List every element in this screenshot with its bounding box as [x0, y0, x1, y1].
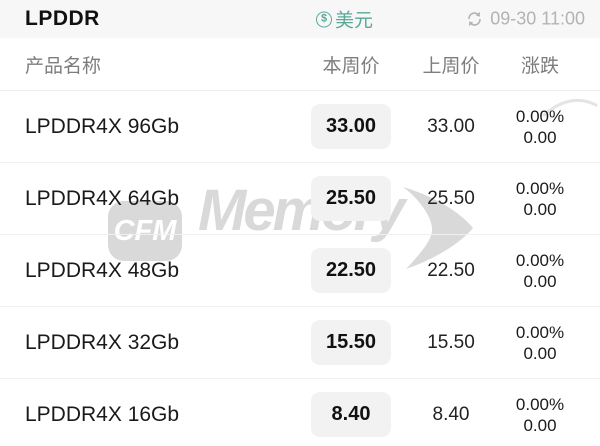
- currency-selector[interactable]: $ 美元: [316, 6, 373, 33]
- product-name: LPDDR4X 32Gb: [25, 330, 180, 354]
- this-week-price: 33.00: [311, 104, 391, 149]
- column-header-product: 产品名称: [25, 55, 102, 77]
- last-week-price: 25.50: [427, 187, 475, 209]
- table-row[interactable]: LPDDR4X 96Gb 33.00 33.00 0.00% 0.00: [0, 91, 600, 163]
- change-percent: 0.00%: [515, 106, 565, 126]
- this-week-price: 8.40: [311, 392, 391, 437]
- table-header-row: 产品名称 本周价 上周价 涨跌: [0, 38, 600, 91]
- change-value: 0.00: [523, 271, 557, 291]
- change-value: 0.00: [523, 343, 557, 363]
- page-title: LPDDR: [25, 7, 100, 30]
- dollar-coin-icon: $: [316, 11, 332, 27]
- change-value: 0.00: [523, 199, 557, 219]
- this-week-price: 15.50: [311, 320, 391, 365]
- currency-label: 美元: [335, 10, 374, 32]
- last-week-price: 15.50: [427, 331, 475, 353]
- change-percent: 0.00%: [515, 322, 565, 342]
- product-name: LPDDR4X 16Gb: [25, 402, 180, 426]
- last-week-price: 22.50: [427, 259, 475, 281]
- change-value: 0.00: [523, 127, 557, 147]
- change-cell: 0.00% 0.00: [490, 394, 590, 436]
- header-bar: LPDDR $ 美元 09-30 11:00: [0, 0, 600, 38]
- column-header-last-week: 上周价: [422, 55, 480, 77]
- change-percent: 0.00%: [515, 394, 565, 414]
- change-cell: 0.00% 0.00: [490, 178, 590, 220]
- last-week-price: 8.40: [432, 403, 470, 425]
- change-cell: 0.00% 0.00: [490, 250, 590, 292]
- table-row[interactable]: LPDDR4X 64Gb 25.50 25.50 0.00% 0.00: [0, 163, 600, 235]
- currency-symbol: $: [320, 12, 328, 25]
- table-row[interactable]: LPDDR4X 16Gb 8.40 8.40 0.00% 0.00: [0, 379, 600, 446]
- last-week-price: 33.00: [427, 115, 475, 137]
- product-name: LPDDR4X 96Gb: [25, 114, 180, 138]
- change-value: 0.00: [523, 415, 557, 435]
- column-header-this-week: 本周价: [322, 55, 380, 77]
- product-name: LPDDR4X 64Gb: [25, 186, 180, 210]
- change-percent: 0.00%: [515, 178, 565, 198]
- this-week-price: 25.50: [311, 176, 391, 221]
- refresh-control[interactable]: 09-30 11:00: [466, 9, 585, 30]
- product-name: LPDDR4X 48Gb: [25, 258, 180, 282]
- refresh-icon: [468, 12, 482, 26]
- change-cell: 0.00% 0.00: [490, 106, 590, 148]
- table-row[interactable]: LPDDR4X 48Gb 22.50 22.50 0.00% 0.00: [0, 235, 600, 307]
- change-percent: 0.00%: [515, 250, 565, 270]
- change-cell: 0.00% 0.00: [490, 322, 590, 364]
- table-row[interactable]: LPDDR4X 32Gb 15.50 15.50 0.00% 0.00: [0, 307, 600, 379]
- column-header-change: 涨跌: [520, 55, 559, 77]
- refresh-timestamp: 09-30 11:00: [490, 8, 585, 29]
- this-week-price: 22.50: [311, 248, 391, 293]
